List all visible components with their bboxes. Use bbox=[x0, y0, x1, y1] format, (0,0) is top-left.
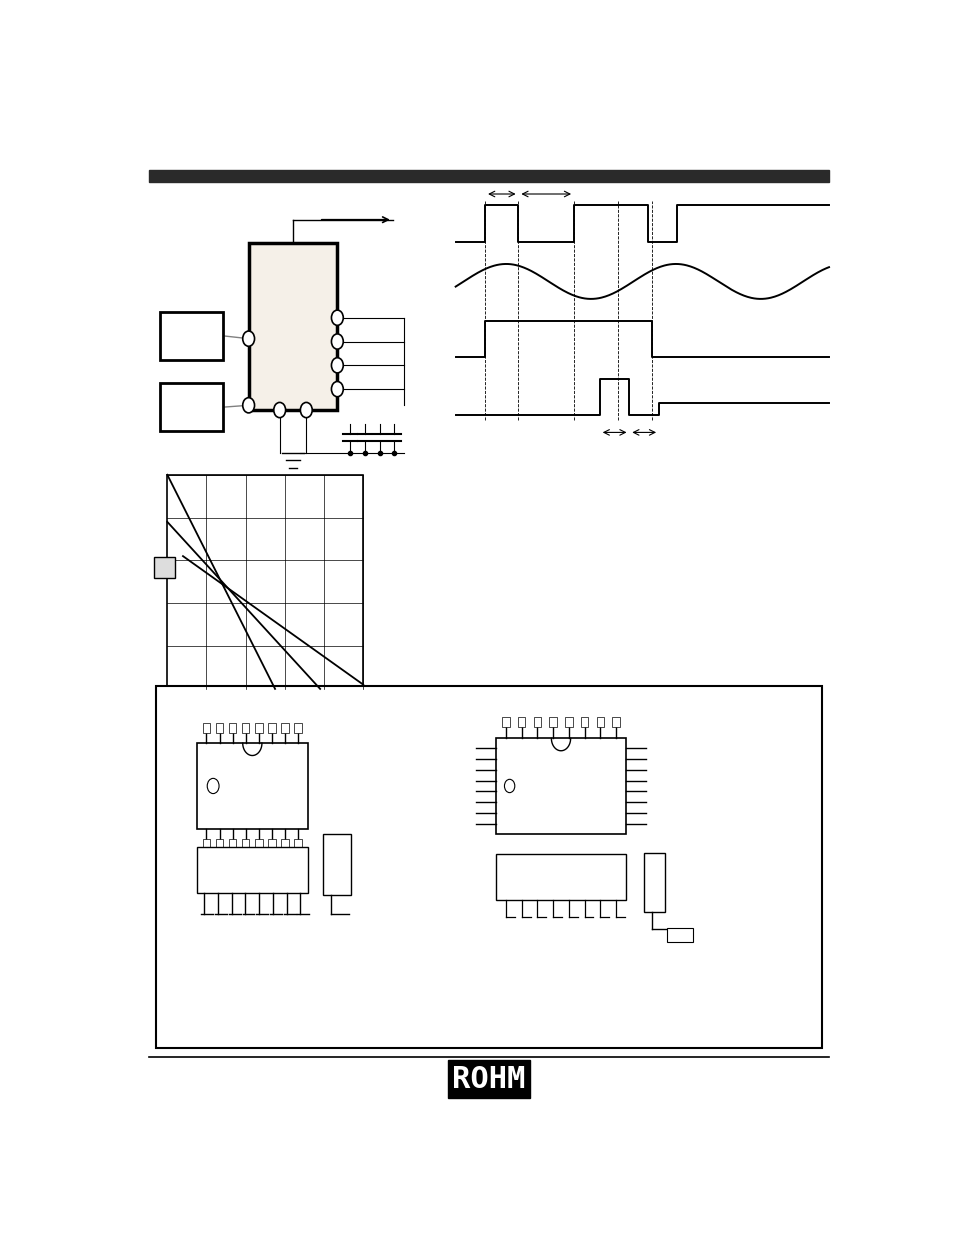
Circle shape bbox=[331, 334, 343, 349]
Bar bbox=[294, 723, 301, 733]
Bar bbox=[549, 717, 557, 727]
Circle shape bbox=[300, 403, 312, 418]
Bar bbox=[666, 928, 693, 942]
Bar bbox=[203, 839, 210, 849]
Bar bbox=[196, 743, 308, 829]
Bar bbox=[249, 243, 337, 410]
Bar bbox=[160, 311, 222, 360]
Bar bbox=[215, 839, 223, 849]
Bar bbox=[242, 723, 250, 733]
Circle shape bbox=[331, 357, 343, 373]
Bar bbox=[294, 839, 301, 849]
Bar bbox=[496, 738, 625, 833]
Circle shape bbox=[331, 382, 343, 397]
Bar bbox=[564, 717, 572, 727]
Bar bbox=[203, 723, 210, 733]
Bar bbox=[580, 717, 588, 727]
Bar bbox=[167, 475, 363, 688]
Bar bbox=[533, 717, 540, 727]
Bar bbox=[160, 383, 222, 431]
Bar bbox=[596, 717, 603, 727]
Bar bbox=[229, 839, 236, 849]
Bar bbox=[322, 833, 351, 895]
Text: ROHM: ROHM bbox=[452, 1064, 525, 1094]
Bar bbox=[254, 839, 262, 849]
Circle shape bbox=[274, 403, 285, 418]
Bar bbox=[196, 847, 308, 892]
Bar bbox=[215, 723, 223, 733]
Bar bbox=[149, 171, 828, 182]
Bar bbox=[501, 717, 509, 727]
Bar bbox=[643, 853, 664, 912]
Bar bbox=[242, 839, 250, 849]
Bar bbox=[254, 723, 262, 733]
Circle shape bbox=[331, 310, 343, 325]
Bar bbox=[268, 839, 275, 849]
Bar bbox=[156, 686, 821, 1048]
Circle shape bbox=[207, 779, 219, 794]
Circle shape bbox=[242, 398, 254, 413]
Bar bbox=[496, 854, 625, 900]
Bar bbox=[268, 723, 275, 733]
Circle shape bbox=[504, 780, 515, 792]
Bar bbox=[517, 717, 525, 727]
Bar bbox=[281, 723, 289, 733]
Bar bbox=[281, 839, 289, 849]
Bar bbox=[153, 556, 174, 577]
Bar bbox=[229, 723, 236, 733]
Bar bbox=[612, 717, 619, 727]
Circle shape bbox=[242, 331, 254, 346]
